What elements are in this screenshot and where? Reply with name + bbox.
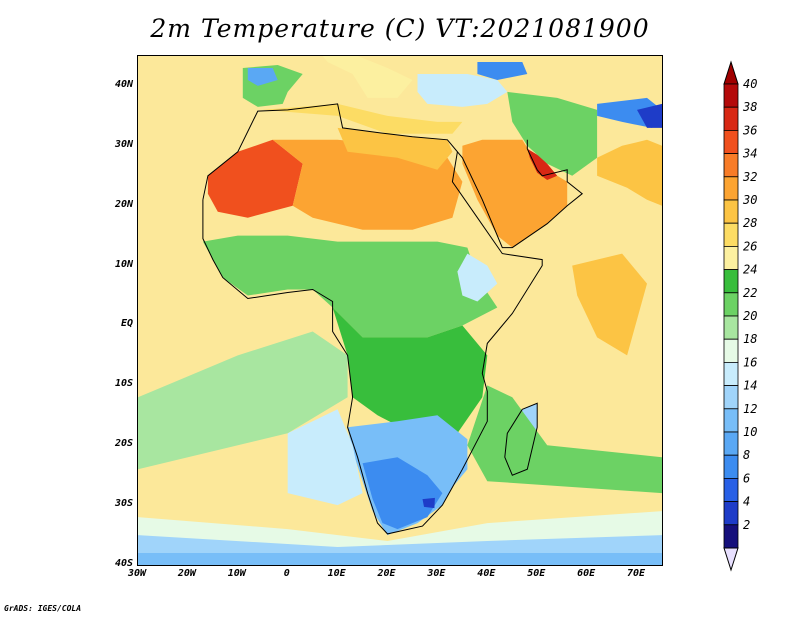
lat-tick-label: EQ xyxy=(120,318,133,330)
lon-tick-label: 10W xyxy=(227,568,246,579)
grads-credit: GrADS: IGES/COLA xyxy=(4,604,82,613)
region-lesotho-cold xyxy=(422,497,435,509)
lon-tick-label: 40E xyxy=(477,568,496,579)
map-title: 2m Temperature (C) VT:2021081900 xyxy=(150,14,650,43)
lat-tick-label: 30S xyxy=(114,498,133,510)
colorbar-level-label: 30 xyxy=(742,193,757,207)
colorbar-swatch xyxy=(723,269,739,294)
colorbar-level-label: 8 xyxy=(743,448,750,462)
colorbar-level-label: 24 xyxy=(743,263,757,277)
colorbar-swatch xyxy=(723,83,739,108)
colorbar-swatch xyxy=(723,454,739,479)
region-benguela-cool xyxy=(287,409,363,506)
region-south-africa-cold xyxy=(362,457,443,530)
temperature-map xyxy=(138,56,662,565)
colorbar-level-label: 36 xyxy=(742,123,757,137)
colorbar-level-label: 38 xyxy=(742,100,757,114)
colorbar-level-label: 4 xyxy=(743,495,750,509)
lat-tick-label: 20N xyxy=(114,198,133,210)
region-mozambique-channel-green xyxy=(467,385,662,494)
colorbar-swatch xyxy=(723,338,739,363)
lon-tick-label: 30E xyxy=(427,568,446,579)
colorbar-level-label: 32 xyxy=(742,170,757,184)
madagascar-coastline xyxy=(504,402,538,476)
region-italy-balkans xyxy=(322,56,413,98)
lat-tick-label: 40S xyxy=(114,558,133,569)
lon-tick-label: 10E xyxy=(327,568,346,579)
region-himalaya-cold xyxy=(637,103,662,128)
region-east-africa-highlands xyxy=(457,253,498,302)
colorbar-swatch xyxy=(723,315,739,340)
colorbar-level-label: 10 xyxy=(743,425,757,439)
colorbar-swatch xyxy=(723,477,739,502)
colorbar-level-label: 6 xyxy=(743,471,750,485)
colorbar-swatch xyxy=(723,501,739,526)
lat-tick-label: 10S xyxy=(114,378,133,390)
lon-tick-label: 60E xyxy=(577,568,596,579)
region-mediterranean-warm xyxy=(262,103,463,134)
colorbar-level-label: 20 xyxy=(743,309,757,323)
lon-tick-label: 70E xyxy=(627,568,646,579)
colorbar-swatch xyxy=(723,129,739,154)
region-pakistan-india xyxy=(597,139,662,206)
colorbar-level-label: 22 xyxy=(743,286,757,300)
lon-tick-label: 20W xyxy=(177,568,196,579)
colorbar-level-label: 26 xyxy=(743,239,757,253)
region-sahara-west-hot xyxy=(207,139,303,218)
colorbar-swatch xyxy=(723,245,739,270)
colorbar-swatch xyxy=(723,292,739,317)
colorbar-swatch xyxy=(723,176,739,201)
lon-tick-label: 50E xyxy=(527,568,546,579)
lon-tick-label: 0 xyxy=(283,568,290,579)
region-persian-gulf-hot xyxy=(527,148,558,180)
region-caucasus-cold xyxy=(477,62,528,80)
colorbar-low-arrow xyxy=(723,547,739,572)
colorbar-level-label: 18 xyxy=(743,332,757,346)
region-ocean-south-coldest xyxy=(138,553,662,565)
colorbar-level-label: 34 xyxy=(742,147,757,161)
colorbar-level-label: 2 xyxy=(743,518,750,532)
region-egypt-libya xyxy=(337,127,453,170)
colorbar-level-label: 14 xyxy=(743,379,757,393)
region-atlantic-green-tongue xyxy=(138,331,348,470)
colorbar-swatch xyxy=(723,199,739,224)
colorbar-level-label: 12 xyxy=(743,402,757,416)
colorbar-swatch xyxy=(723,385,739,410)
colorbar-swatch xyxy=(723,408,739,433)
lat-tick-label: 20S xyxy=(114,438,133,450)
colorbar-swatch xyxy=(723,361,739,386)
region-sahel-green xyxy=(202,235,498,338)
colorbar-high-arrow xyxy=(723,60,739,85)
africa-coastline xyxy=(202,103,543,535)
colorbar-swatch xyxy=(723,431,739,456)
lon-tick-label: 20E xyxy=(377,568,396,579)
arabia-coastline xyxy=(457,139,584,249)
colorbar-level-label: 28 xyxy=(743,216,757,230)
region-turkey xyxy=(417,74,508,107)
map-area[interactable] xyxy=(137,55,663,566)
region-indian-ocean-warm xyxy=(572,253,647,356)
region-iran xyxy=(507,91,598,176)
colorbar-swatch xyxy=(723,524,739,549)
colorbar-swatch xyxy=(723,106,739,131)
colorbar-swatch xyxy=(723,222,739,247)
colorbar-swatch xyxy=(723,153,739,178)
lat-tick-label: 10N xyxy=(114,258,133,270)
colorbar-level-label: 40 xyxy=(743,77,757,91)
region-iberia-cool xyxy=(247,68,278,86)
lat-tick-label: 30N xyxy=(114,138,133,150)
region-central-africa-green xyxy=(332,307,488,434)
colorbar-level-label: 16 xyxy=(743,355,757,369)
lat-tick-label: 40N xyxy=(114,78,133,90)
lon-tick-label: 30W xyxy=(127,568,147,579)
